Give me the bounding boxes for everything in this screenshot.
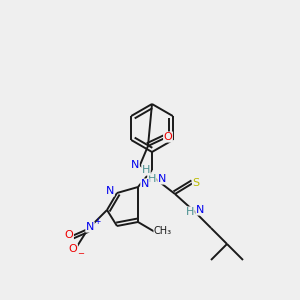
Text: N: N [131,160,139,170]
Text: N: N [86,222,94,232]
Text: O: O [164,132,172,142]
Text: O: O [64,230,74,240]
Text: S: S [192,178,200,188]
Text: N: N [106,186,114,196]
Text: +: + [94,217,100,226]
Text: H: H [186,207,194,217]
Text: −: − [77,250,85,259]
Text: O: O [69,244,77,254]
Text: N: N [141,179,149,189]
Text: N: N [196,205,204,215]
Text: H: H [148,174,156,184]
Text: CH₃: CH₃ [154,226,172,236]
Text: N: N [158,174,166,184]
Text: H: H [142,165,150,175]
